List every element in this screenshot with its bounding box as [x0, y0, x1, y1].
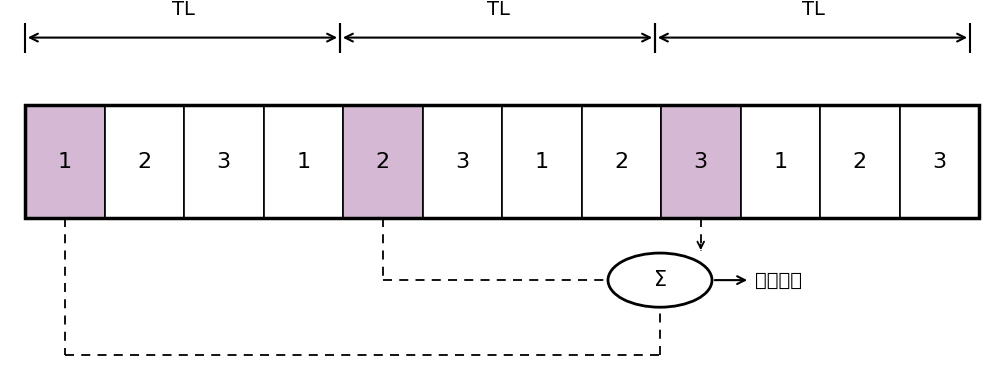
Text: 3: 3 [455, 152, 469, 172]
Text: 1: 1 [58, 152, 72, 172]
Text: 1: 1 [773, 152, 787, 172]
Text: TL: TL [802, 0, 824, 19]
Text: 累加输出: 累加输出 [755, 271, 802, 290]
Ellipse shape [608, 253, 712, 307]
Bar [661, 105, 740, 218]
Text: 2: 2 [853, 152, 867, 172]
Text: 1: 1 [296, 152, 310, 172]
Bar [25, 105, 105, 218]
Bar [423, 105, 502, 218]
Bar [740, 105, 820, 218]
Bar [264, 105, 343, 218]
Bar [105, 105, 184, 218]
Bar [582, 105, 661, 218]
Bar [25, 105, 979, 218]
Text: 2: 2 [614, 152, 628, 172]
Text: 1: 1 [535, 152, 549, 172]
Text: TL: TL [172, 0, 194, 19]
Text: 2: 2 [137, 152, 151, 172]
Text: $\Sigma$: $\Sigma$ [653, 270, 667, 290]
Bar [900, 105, 979, 218]
Text: TL: TL [487, 0, 509, 19]
Text: 3: 3 [932, 152, 946, 172]
Text: 2: 2 [376, 152, 390, 172]
Bar [820, 105, 900, 218]
Bar [184, 105, 264, 218]
Text: 3: 3 [217, 152, 231, 172]
Bar [502, 105, 582, 218]
Bar [343, 105, 422, 218]
Text: 3: 3 [694, 152, 708, 172]
